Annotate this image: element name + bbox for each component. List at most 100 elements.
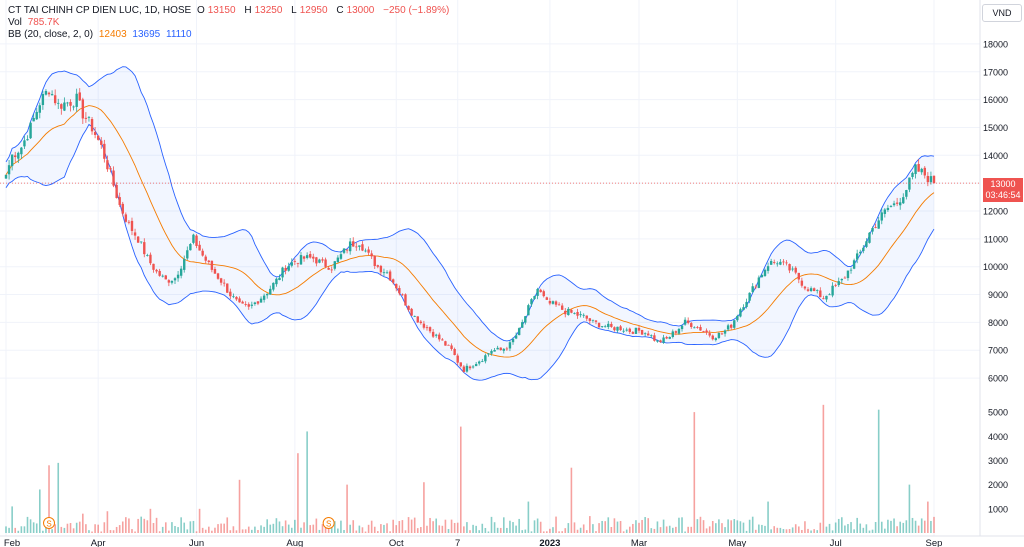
volume-bar [189,521,192,533]
dividend-marker [43,517,56,529]
volume-bar [164,522,167,533]
volume-bar [530,531,533,533]
candle-body [20,147,23,155]
volume-bar [444,519,447,533]
volume-bar [198,508,201,533]
candle-body [607,323,610,328]
candle-body [828,294,831,296]
candle-body [407,305,410,310]
volume-bar [106,511,109,533]
currency-badge[interactable]: VND [982,4,1022,22]
candle-body [309,254,312,258]
volume-bar [149,508,152,533]
candle-body [736,315,739,321]
volume-bar [355,530,358,533]
change-value: −250 (−1.89%) [383,5,450,16]
volume-bar [82,513,84,533]
candle-body [78,92,81,101]
volume-bar [180,517,182,533]
candle-body [521,322,524,328]
volume-bar [797,526,800,533]
candle-body [293,260,297,262]
volume-bar [884,528,886,533]
candle-body [917,163,920,172]
candle-body [600,326,604,327]
volume-bar [927,501,929,533]
volume-bar [493,522,496,533]
volume-bar [484,527,487,533]
volume-bar [653,528,656,533]
volume-bar [395,525,398,533]
volume-bar [272,523,275,533]
candle-body [564,310,567,315]
volume-bar [312,524,315,533]
candle-body [908,177,911,190]
candle-body [262,295,266,300]
candle-body [26,139,29,141]
candle-body [527,305,530,316]
candle-body [699,327,702,331]
volume-bar [324,525,327,533]
volume-bar [665,526,668,533]
volume-bar [97,524,99,533]
volume-bar [26,516,29,533]
candle-body [665,337,668,339]
candle-body [93,132,97,135]
candle-body [920,168,923,173]
candle-body [330,269,333,271]
volume-bar [17,530,20,533]
volume-bar [914,520,917,533]
candle-body [23,140,26,147]
candle-body [696,327,699,328]
volume-bar [358,525,361,533]
volume-bar [125,517,127,533]
volume-bar [751,516,754,533]
candle-body [637,327,641,331]
volume-bar [794,524,797,533]
volume-bar [490,516,493,533]
volume-bar [592,524,594,533]
volume-bar [389,531,391,533]
candle-body [914,164,917,175]
candle-body [809,288,813,291]
volume-bar [453,522,456,533]
volume-bar [75,522,78,533]
volume-bar [315,518,318,533]
volume-bar [779,527,782,533]
candle-body [493,349,496,352]
volume-bar [730,520,732,533]
price-tick-label: 14000 [983,151,1008,161]
volume-bar [11,506,13,533]
volume-bar [773,526,776,533]
candle-body [846,270,850,279]
volume-bar [902,522,905,533]
candle-body [333,261,336,269]
volume-bar [306,431,308,533]
volume-bar [880,521,883,533]
candle-body [410,308,413,316]
candle-body [250,304,254,306]
volume-bar [702,520,705,533]
volume-bar [582,524,585,533]
last-price-tag: 13000 03:46:54 [983,178,1023,202]
volume-bar [112,530,115,533]
volume-bar [834,522,837,533]
volume-bar [100,531,103,533]
candle-body [514,335,518,339]
candle-body [478,361,481,364]
price-tick-label: 10000 [983,262,1008,272]
bb-basis-value: 12403 [98,29,127,40]
volume-bar [327,528,330,533]
candle-body [226,283,229,293]
candle-body [167,280,171,283]
volume-bar [727,519,729,533]
time-tick-label: 7 [455,538,460,547]
candle-body [35,111,38,120]
candle-body [287,266,290,271]
candle-body [880,212,883,221]
candle-body [923,167,926,176]
volume-bar [281,526,284,533]
volume-bar [521,530,524,533]
candle-body [588,318,592,321]
